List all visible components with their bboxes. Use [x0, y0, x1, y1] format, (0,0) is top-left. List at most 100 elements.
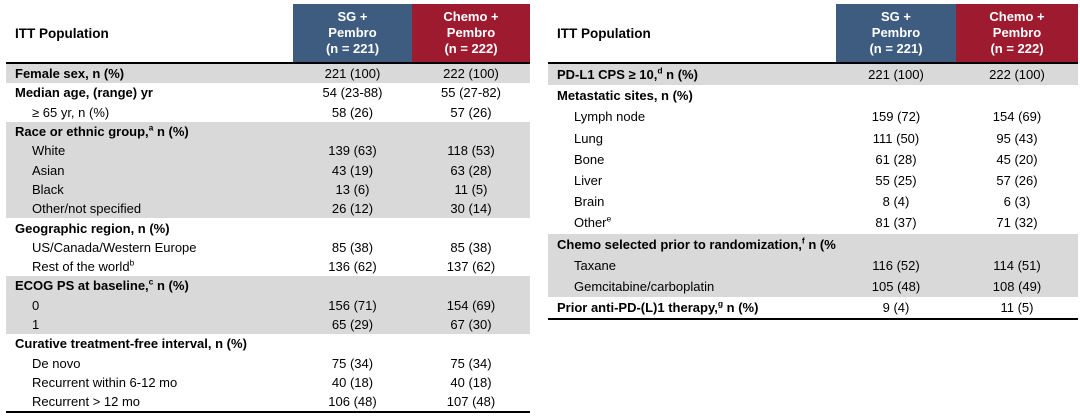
table-row: Median age, (range) yr 54 (23-88) 55 (27-8… [6, 83, 530, 102]
column-header-sg-pembro: SG + Pembro (n = 221) [836, 4, 956, 62]
row-label: Geographic region, n (%) [15, 220, 170, 236]
row-label: Female sex, n (%) [15, 66, 125, 82]
row-label: 0 [32, 297, 40, 313]
cell-chemo-pembro: 6 (3) [1003, 194, 1031, 210]
cell-sg-pembro: 61 (28) [875, 151, 917, 167]
row-label: Asian [32, 162, 65, 178]
cell-sg-pembro: 85 (38) [331, 239, 374, 255]
row-label: US/Canada/Western Europe [32, 239, 197, 255]
table-title: ITT Population [15, 25, 109, 41]
row-label: Black [32, 181, 64, 197]
cell-sg-pembro: 43 (19) [331, 162, 374, 178]
row-label: Recurrent within 6-12 mo [32, 374, 178, 390]
table-title: ITT Population [557, 25, 651, 41]
table-header: ITT Population SG + Pembro (n = 221) Che… [6, 4, 530, 64]
cell-sg-pembro: 159 (72) [871, 109, 921, 125]
table-row: Lung 111 (50) 95 (43) [548, 128, 1078, 149]
column-header-sg-pembro: SG + Pembro (n = 221) [293, 4, 412, 62]
table-row: Taxane 116 (52) 114 (51) [548, 254, 1078, 276]
cell-sg-pembro: 116 (52) [872, 257, 920, 273]
cell-chemo-pembro: 154 (69) [446, 297, 496, 313]
footnote-marker: c [148, 278, 154, 288]
table-row: Curative treatment-free interval, n (%) [6, 334, 530, 353]
row-label: Brain [574, 194, 605, 210]
row-label: Prior anti-PD-(L)1 therapy,g n (%) [557, 300, 759, 316]
table-row: Recurrent within 6-12 mo 40 (18) 40 (18) [6, 373, 530, 392]
row-label: 1 [32, 317, 40, 332]
footnote-marker: b [129, 259, 135, 268]
table-row: 1 65 (29) 67 (30) [6, 314, 530, 335]
row-label: De novo [32, 355, 81, 371]
cell-sg-pembro: 221 (100) [324, 66, 381, 82]
table-row: Gemcitabine/carboplatin 105 (48) 108 (49) [548, 275, 1078, 298]
cell-chemo-pembro: 57 (26) [450, 104, 492, 120]
cell-chemo-pembro: 108 (49) [992, 278, 1042, 294]
row-label: Metastatic sites, n (%) [557, 88, 693, 104]
cell-sg-pembro: 81 (37) [875, 215, 917, 231]
cell-sg-pembro: 111 (50) [872, 130, 920, 146]
table-row: ≥ 65 yr, n (%) 58 (26) 57 (26) [6, 103, 530, 122]
cell-chemo-pembro: 57 (26) [996, 173, 1038, 189]
footnote-marker: f [801, 236, 805, 246]
table-row: Black 13 (6) 11 (5) [6, 179, 530, 200]
footnote-marker: g [717, 300, 724, 309]
table-row: Geographic region, n (%) [6, 218, 530, 237]
row-label: Taxane [574, 257, 616, 273]
row-label: Median age, (range) yr [15, 85, 153, 101]
cell-sg-pembro: 136 (62) [328, 259, 377, 275]
cell-chemo-pembro: 137 (62) [446, 259, 496, 275]
table-row: Bone 61 (28) 45 (20) [548, 149, 1078, 170]
cell-chemo-pembro: 11 (5) [1000, 300, 1034, 316]
row-label: Liver [574, 173, 603, 189]
cell-chemo-pembro: 107 (48) [446, 394, 496, 410]
cell-sg-pembro: 13 (6) [335, 181, 370, 197]
table-row: Recurrent > 12 mo 106 (48) 107 (48) [6, 392, 530, 411]
cell-sg-pembro: 26 (12) [331, 201, 374, 217]
table-row: Brain 8 (4) 6 (3) [548, 191, 1078, 212]
cell-sg-pembro: 58 (26) [331, 104, 374, 120]
table-header: ITT Population SG + Pembro (n = 221) Che… [548, 4, 1078, 64]
table-row: ECOG PS at baseline,c n (%) [6, 276, 530, 296]
cell-chemo-pembro: 67 (30) [450, 317, 492, 332]
table-row: 0 156 (71) 154 (69) [6, 295, 530, 315]
row-label: Lymph node [574, 109, 646, 125]
row-label: Curative treatment-free interval, n (%) [15, 336, 247, 352]
footnote-marker: d [657, 67, 663, 76]
row-label: ECOG PS at baseline,c n (%) [15, 278, 189, 294]
row-label: Other/not specified [32, 201, 142, 217]
row-label: Rest of the worldb [32, 259, 135, 275]
cell-chemo-pembro: 55 (27-82) [441, 85, 501, 101]
table-row: Race or ethnic group,a n (%) [6, 121, 530, 142]
row-label: Lung [574, 130, 603, 146]
cell-sg-pembro: 156 (71) [328, 297, 377, 313]
table-row: Prior anti-PD-(L)1 therapy,g n (%) 9 (4) 1… [548, 297, 1078, 318]
table-row: Chemo selected prior to randomization,f … [548, 233, 1078, 255]
cell-sg-pembro: 65 (29) [331, 317, 374, 332]
table-body: Female sex, n (%) 221 (100) 222 (100) Medi… [6, 64, 530, 414]
baseline-characteristics-table-right: ITT Population SG + Pembro (n = 221) Che… [548, 4, 1078, 321]
cell-chemo-pembro: 222 (100) [443, 66, 499, 82]
row-label: PD-L1 CPS ≥ 10,d n (%) [557, 67, 698, 83]
table-row: White 139 (63) 118 (53) [6, 141, 530, 161]
table-row: Female sex, n (%) 221 (100) 222 (100) [6, 64, 530, 84]
cell-sg-pembro: 8 (4) [882, 194, 910, 210]
cell-chemo-pembro: 30 (14) [450, 201, 492, 217]
cell-chemo-pembro: 75 (34) [450, 355, 492, 371]
cell-sg-pembro: 106 (48) [328, 394, 377, 410]
cell-chemo-pembro: 45 (20) [996, 151, 1038, 167]
row-label: Othere [574, 215, 612, 231]
cell-chemo-pembro: 154 (69) [992, 109, 1042, 125]
cell-sg-pembro: 75 (34) [331, 355, 374, 371]
table-row: De novo 75 (34) 75 (34) [6, 353, 530, 372]
table-row: Rest of the worldb 136 (62) 137 (62) [6, 257, 530, 276]
column-header-chemo-pembro: Chemo + Pembro (n = 222) [956, 4, 1078, 62]
cell-sg-pembro: 9 (4) [882, 300, 910, 316]
table-row: Othere 81 (37) 71 (32) [548, 212, 1078, 233]
table-row: Liver 55 (25) 57 (26) [548, 170, 1078, 191]
cell-sg-pembro: 139 (63) [328, 143, 377, 159]
row-label: Bone [574, 151, 605, 167]
table-row: Asian 43 (19) 63 (28) [6, 160, 530, 180]
table-row: PD-L1 CPS ≥ 10,d n (%) 221 (100) 222 (100) [548, 64, 1078, 86]
cell-chemo-pembro: 222 (100) [989, 67, 1045, 83]
cell-sg-pembro: 105 (48) [871, 278, 921, 294]
